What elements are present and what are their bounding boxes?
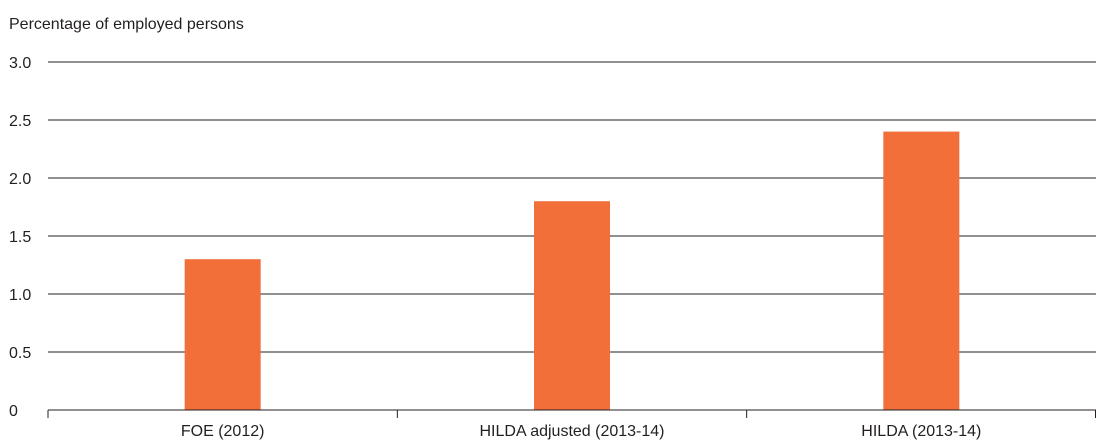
x-tick-label: FOE (2012) [181, 423, 265, 440]
x-axis [47, 409, 1096, 418]
y-tick-label: 0.5 [9, 345, 31, 362]
x-tick-label: HILDA adjusted (2013-14) [480, 423, 665, 440]
y-tick-label: 2.5 [9, 113, 31, 130]
y-tick-label: 1.5 [9, 229, 31, 246]
y-axis-label: Percentage of employed persons [9, 16, 244, 33]
bars [184, 131, 960, 410]
x-tick-label: HILDA (2013-14) [861, 423, 981, 440]
y-tick-label: 3.0 [9, 55, 31, 72]
bar [534, 201, 610, 410]
y-tick-label: 2.0 [9, 171, 31, 188]
bar [883, 131, 960, 410]
bar [184, 259, 261, 410]
y-tick-labels: 0 0.5 1.0 1.5 2.0 2.5 3.0 [9, 55, 31, 420]
x-tick-labels: FOE (2012) HILDA adjusted (2013-14) HILDA … [181, 423, 981, 440]
y-tick-label: 0 [9, 403, 18, 420]
y-tick-label: 1.0 [9, 287, 31, 304]
